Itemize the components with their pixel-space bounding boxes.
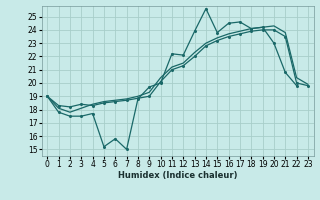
X-axis label: Humidex (Indice chaleur): Humidex (Indice chaleur) [118,171,237,180]
